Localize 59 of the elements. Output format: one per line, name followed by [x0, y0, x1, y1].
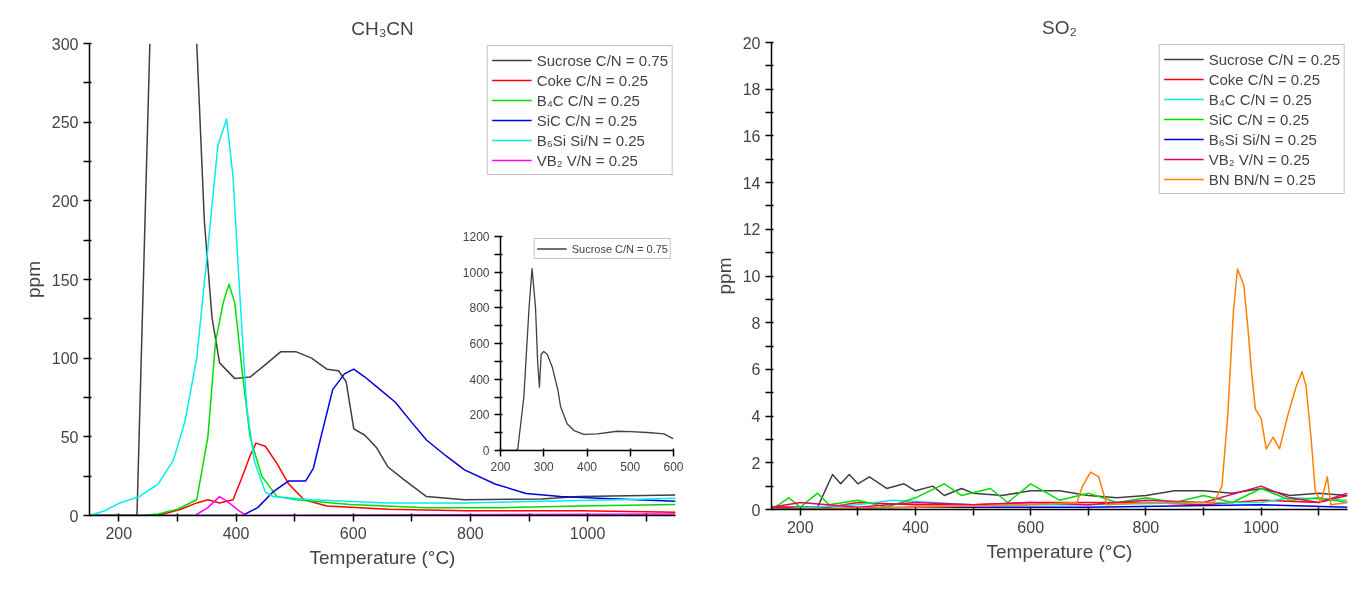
x-tick-label: 200 — [105, 524, 133, 542]
x-tick-label: 400 — [576, 459, 598, 474]
x-tick-label: 200 — [786, 518, 814, 536]
legend-label: B₆Si Si/N = 0.25 — [1208, 129, 1317, 149]
legend-label: VB₂ V/N = 0.25 — [536, 150, 638, 170]
legend-label: VB₂ V/N = 0.25 — [1208, 149, 1310, 169]
x-tick-label: 600 — [663, 459, 684, 474]
chart-title: CH₃CN — [351, 17, 414, 39]
y-tick-label: 8 — [751, 314, 761, 332]
x-tick-label: 500 — [620, 459, 641, 474]
y-tick-label: 20 — [742, 34, 761, 52]
y-tick-label: 600 — [469, 337, 490, 351]
x-tick-label: 400 — [902, 518, 929, 536]
y-tick-label: 16 — [742, 127, 761, 145]
y-tick-label: 1000 — [462, 265, 490, 280]
y-tick-label: 2 — [751, 454, 761, 472]
y-tick-label: 200 — [469, 408, 490, 423]
legend-label: Sucrose C/N = 0.75 — [536, 50, 668, 70]
legend-label: Coke C/N = 0.25 — [1208, 69, 1320, 89]
y-tick-label: 250 — [51, 114, 79, 132]
y-tick-label: 800 — [469, 301, 490, 316]
x-tick-label: 600 — [1017, 518, 1045, 536]
x-tick-label: 1000 — [1243, 518, 1279, 536]
y-tick-label: 12 — [742, 221, 761, 239]
legend-label: B₄C C/N = 0.25 — [1208, 89, 1312, 109]
y-tick-label: 0 — [69, 507, 79, 525]
y-tick-label: 14 — [742, 174, 761, 192]
x-tick-label: 800 — [1132, 518, 1160, 536]
legend-label: Sucrose C/N = 0.75 — [571, 241, 668, 256]
x-tick-label: 200 — [490, 459, 511, 474]
y-tick-label: 18 — [742, 81, 761, 99]
y-axis-title: ppm — [22, 261, 44, 298]
x-axis-title: Temperature (°C) — [309, 546, 456, 568]
y-tick-label: 400 — [469, 372, 490, 387]
y-tick-label: 10 — [742, 268, 761, 285]
y-axis-title: ppm — [713, 257, 735, 295]
y-tick-label: 300 — [51, 35, 79, 53]
x-tick-label: 400 — [222, 524, 250, 542]
y-tick-label: 200 — [51, 192, 79, 210]
y-tick-label: 1200 — [462, 230, 490, 244]
legend-label: B₆Si Si/N = 0.25 — [536, 130, 645, 150]
x-tick-label: 1000 — [569, 524, 606, 542]
y-tick-label: 0 — [751, 501, 761, 519]
y-tick-label: 6 — [751, 361, 761, 379]
x-axis-title: Temperature (°C) — [986, 540, 1133, 562]
x-tick-label: 600 — [339, 524, 367, 542]
x-tick-label: 300 — [533, 459, 555, 474]
y-tick-label: 100 — [51, 350, 79, 368]
chart-title: SO₂ — [1042, 16, 1077, 38]
legend-label: SiC C/N = 0.25 — [536, 110, 638, 130]
legend-label: B₄C C/N = 0.25 — [536, 90, 640, 110]
y-tick-label: 4 — [751, 408, 761, 426]
legend-label: Coke C/N = 0.25 — [536, 70, 648, 90]
y-tick-label: 150 — [51, 271, 79, 289]
y-tick-label: 0 — [482, 444, 490, 458]
legend-label: SiC C/N = 0.25 — [1208, 109, 1310, 129]
legend-label: Sucrose C/N = 0.25 — [1208, 49, 1340, 69]
legend-label: BN BN/N = 0.25 — [1208, 169, 1316, 189]
y-tick-label: 50 — [60, 428, 79, 446]
